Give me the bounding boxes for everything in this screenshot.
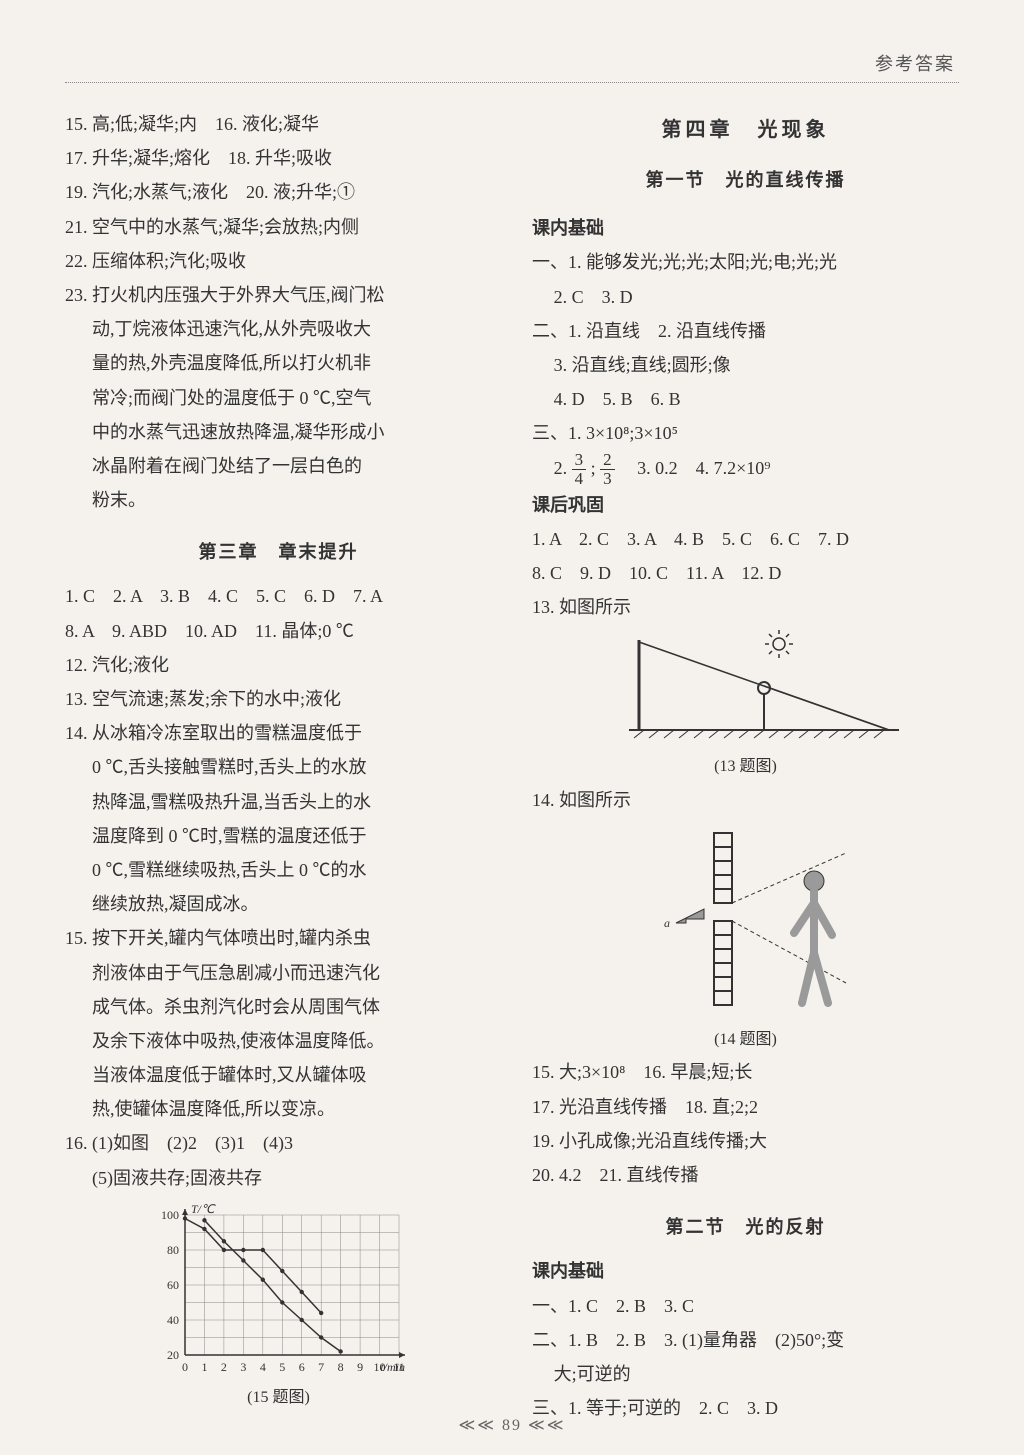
s3-14-line: 继续放热,凝固成冰。 <box>65 887 492 921</box>
kenei2-label: 课内基础 <box>532 1254 959 1288</box>
ans-15: 15. 高;低;凝华;内 16. 液化;凝华 <box>65 107 492 141</box>
ans-23-line: 常冷;而阀门处的温度低于 0 ℃,空气 <box>65 381 492 415</box>
k-row: 15. 大;3×10⁸ 16. 早晨;短;长 <box>532 1055 959 1089</box>
r3b-pre: 2. <box>554 458 572 478</box>
k-row: 1. A 2. C 3. A 4. B 5. C 6. C 7. D <box>532 522 959 556</box>
header-divider <box>65 82 959 83</box>
ans-23-line: 动,丁烷液体迅速汽化,从外壳吸收大 <box>65 312 492 346</box>
ans-23-line: 23. 打火机内压强大于外界大气压,阀门松 <box>65 278 492 312</box>
s3-14-line: 0 ℃,雪糕继续吸热,舌头上 0 ℃的水 <box>65 853 492 887</box>
chapter-4-title: 第四章 光现象 <box>532 111 959 149</box>
k-row: 8. C 9. D 10. C 11. A 12. D <box>532 556 959 590</box>
figure-15: 2040608010001234567891011T/℃t/min <box>65 1201 492 1381</box>
left-column: 15. 高;低;凝华;内 16. 液化;凝华 17. 升华;凝华;熔化 18. … <box>65 107 492 1425</box>
svg-text:40: 40 <box>167 1313 179 1327</box>
s3-15-line: 当液体温度低于罐体时,又从罐体吸 <box>65 1058 492 1092</box>
r3b-post: 3. 0.2 4. 7.2×10⁹ <box>619 458 770 478</box>
ans-23-line: 冰晶附着在阀门处结了一层白色的 <box>65 449 492 483</box>
s3-row: 1. C 2. A 3. B 4. C 5. C 6. D 7. A <box>65 579 492 613</box>
s3-15-line: 及余下液体中吸热,使液体温度降低。 <box>65 1024 492 1058</box>
k-row: 20. 4.2 21. 直线传播 <box>532 1158 959 1192</box>
svg-text:5: 5 <box>279 1360 285 1374</box>
svg-text:60: 60 <box>167 1278 179 1292</box>
page: 参考答案 15. 高;低;凝华;内 16. 液化;凝华 17. 升华;凝华;熔化… <box>0 0 1024 1455</box>
kehou-label: 课后巩固 <box>532 488 959 522</box>
svg-text:2: 2 <box>220 1360 226 1374</box>
kenei-label: 课内基础 <box>532 211 959 245</box>
svg-text:100: 100 <box>161 1208 179 1222</box>
s3-14-line: 0 ℃,舌头接触雪糕时,舌头上的水放 <box>65 750 492 784</box>
r3-line-frac: 2. 34 ; 23 3. 0.2 4. 7.2×10⁹ <box>532 451 959 488</box>
svg-text:0: 0 <box>182 1360 188 1374</box>
s3-14-line: 热降温,雪糕吸热升温,当舌头上的水 <box>65 785 492 819</box>
k-row: 14. 如图所示 <box>532 783 959 817</box>
s3-16-line: 16. (1)如图 (2)2 (3)1 (4)3 <box>65 1126 492 1160</box>
frac-2-3: 23 <box>600 451 615 488</box>
r2-line: 3. 沿直线;直线;圆形;像 <box>532 348 959 382</box>
s3-row: 12. 汽化;液化 <box>65 648 492 682</box>
ans-17: 17. 升华;凝华;熔化 18. 升华;吸收 <box>65 141 492 175</box>
k-row: 17. 光沿直线传播 18. 直;2;2 <box>532 1090 959 1124</box>
s3-15-line: 剂液体由于气压急剧减小而迅速汽化 <box>65 956 492 990</box>
s3-15-line: 15. 按下开关,罐内气体喷出时,罐内杀虫 <box>65 921 492 955</box>
r3b-mid: ; <box>591 458 596 478</box>
k-row: 13. 如图所示 <box>532 590 959 624</box>
s3-row: 13. 空气流速;蒸发;余下的水中;液化 <box>65 682 492 716</box>
s2-row: 二、1. B 2. B 3. (1)量角器 (2)50°;变 <box>532 1323 959 1357</box>
ans-22: 22. 压缩体积;汽化;吸收 <box>65 244 492 278</box>
svg-text:7: 7 <box>318 1360 324 1374</box>
figure-13-caption: (13 题图) <box>532 752 959 782</box>
r3-line: 三、1. 3×10⁸;3×10⁵ <box>532 416 959 450</box>
r1-line: 一、1. 能够发光;光;光;太阳;光;电;光;光 <box>532 245 959 279</box>
figure-14-caption: (14 题图) <box>532 1025 959 1055</box>
section-3-title: 第三章 章末提升 <box>65 535 492 569</box>
svg-text:4: 4 <box>259 1360 265 1374</box>
ans-19: 19. 汽化;水蒸气;液化 20. 液;升华;① <box>65 175 492 209</box>
page-number: ≪≪ 89 ≪≪ <box>0 1415 1024 1435</box>
s2-row: 一、1. C 2. B 3. C <box>532 1289 959 1323</box>
figure-14-svg: a <box>616 823 876 1023</box>
ans-23-line: 中的水蒸气迅速放热降温,凝华形成小 <box>65 415 492 449</box>
right-column: 第四章 光现象 第一节 光的直线传播 课内基础 一、1. 能够发光;光;光;太阳… <box>532 107 959 1425</box>
s3-16-line: (5)固液共存;固液共存 <box>65 1161 492 1195</box>
r1-line: 2. C 3. D <box>532 280 959 314</box>
svg-text:1: 1 <box>201 1360 207 1374</box>
s3-15-line: 热,使罐体温度降低,所以变凉。 <box>65 1092 492 1126</box>
s3-row: 8. A 9. ABD 10. AD 11. 晶体;0 ℃ <box>65 614 492 648</box>
frac-3-4: 34 <box>572 451 587 488</box>
svg-text:T/℃: T/℃ <box>191 1202 216 1216</box>
ans-21: 21. 空气中的水蒸气;凝华;会放热;内侧 <box>65 210 492 244</box>
k-row: 19. 小孔成像;光沿直线传播;大 <box>532 1124 959 1158</box>
svg-text:8: 8 <box>337 1360 343 1374</box>
svg-text:t/min: t/min <box>380 1360 405 1374</box>
svg-text:20: 20 <box>167 1348 179 1362</box>
svg-text:80: 80 <box>167 1243 179 1257</box>
figure-14: a <box>532 823 959 1023</box>
svg-text:a: a <box>664 916 670 930</box>
ans-23-line: 粉末。 <box>65 483 492 517</box>
svg-text:3: 3 <box>240 1360 246 1374</box>
r2-line: 二、1. 沿直线 2. 沿直线传播 <box>532 314 959 348</box>
section-4-1-title: 第一节 光的直线传播 <box>532 163 959 197</box>
ans-23-line: 量的热,外壳温度降低,所以打火机非 <box>65 346 492 380</box>
svg-text:6: 6 <box>298 1360 304 1374</box>
s2-row: 大;可逆的 <box>532 1357 959 1391</box>
figure-13-svg <box>609 630 909 750</box>
page-header: 参考答案 <box>65 50 959 76</box>
r2-line: 4. D 5. B 6. B <box>532 382 959 416</box>
figure-15-caption: (15 题图) <box>65 1383 492 1413</box>
chart-15-svg: 2040608010001234567891011T/℃t/min <box>149 1201 409 1381</box>
svg-text:9: 9 <box>357 1360 363 1374</box>
s3-15-line: 成气体。杀虫剂汽化时会从周围气体 <box>65 990 492 1024</box>
content-columns: 15. 高;低;凝华;内 16. 液化;凝华 17. 升华;凝华;熔化 18. … <box>65 107 959 1425</box>
s3-14-line: 温度降到 0 ℃时,雪糕的温度还低于 <box>65 819 492 853</box>
s3-14-line: 14. 从冰箱冷冻室取出的雪糕温度低于 <box>65 716 492 750</box>
figure-13 <box>558 630 959 750</box>
section-4-2-title: 第二节 光的反射 <box>532 1210 959 1244</box>
